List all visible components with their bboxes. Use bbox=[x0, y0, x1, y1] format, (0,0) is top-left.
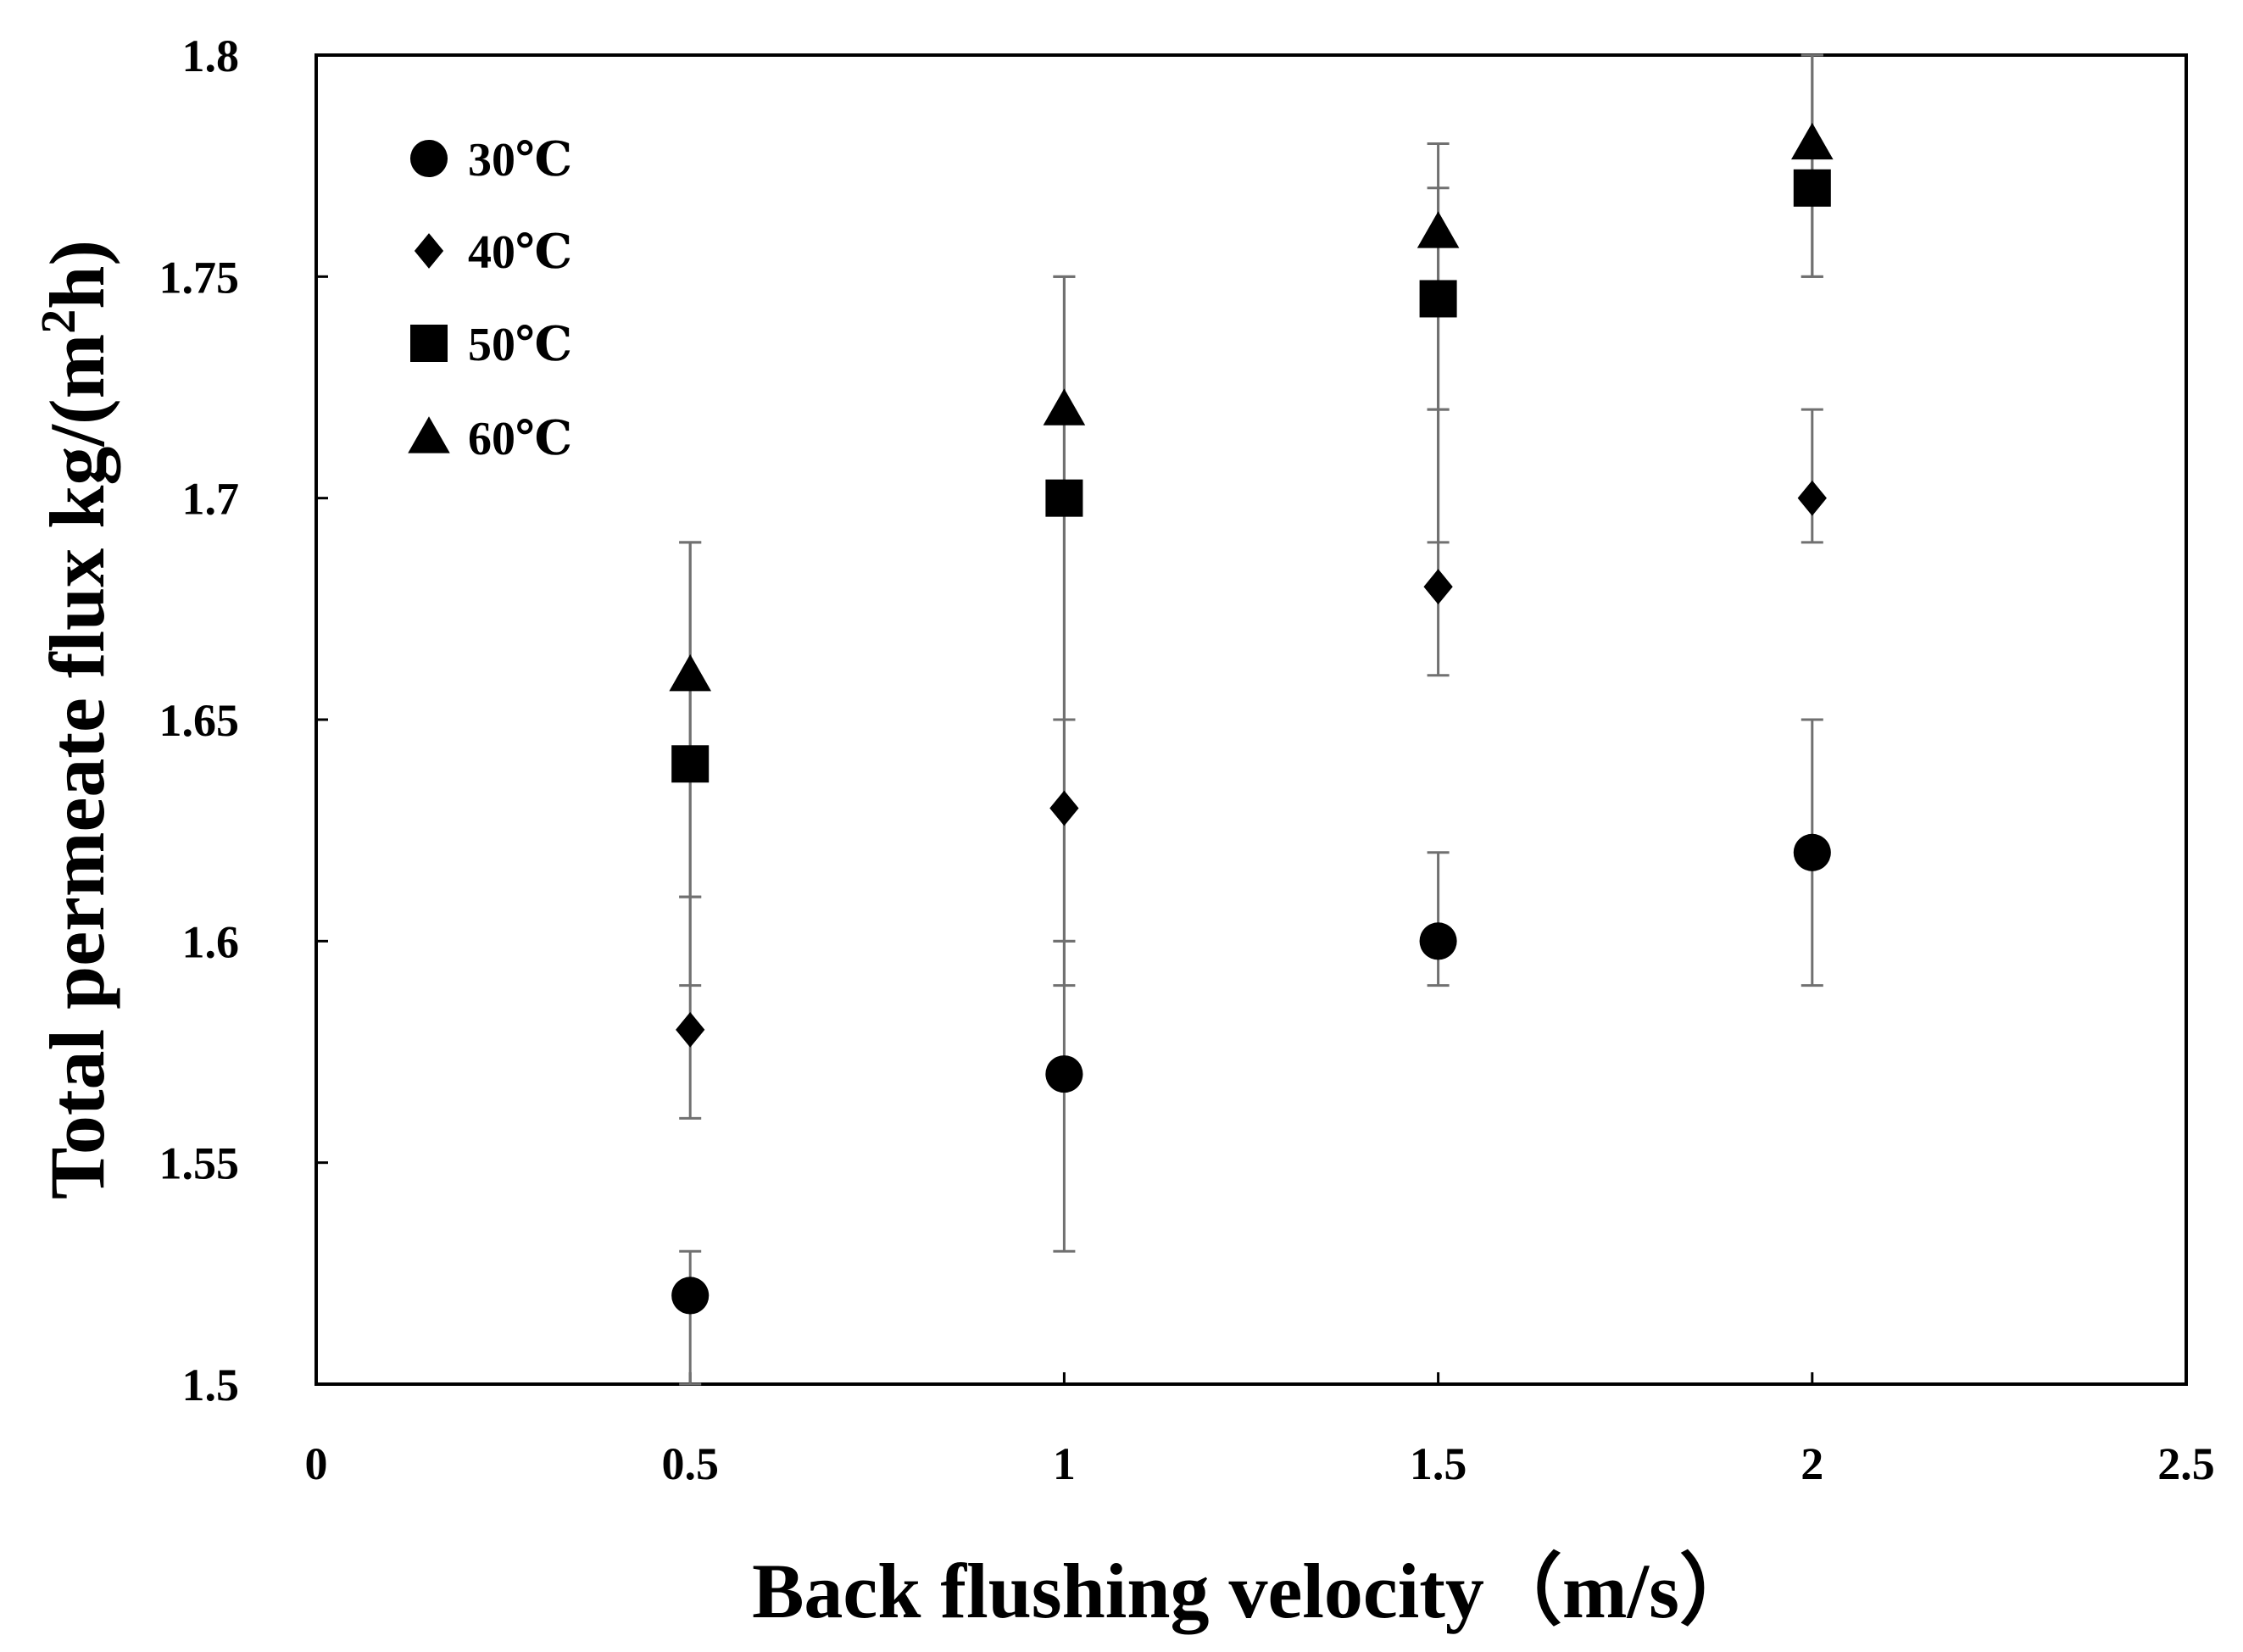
data-point bbox=[1797, 480, 1827, 516]
x-axis: 0 0.5 1 1.5 2 2.5 bbox=[305, 1372, 2215, 1489]
y-tick-label: 1.8 bbox=[182, 31, 240, 81]
plot-area bbox=[314, 53, 2188, 1386]
y-tick-label: 1.55 bbox=[159, 1138, 240, 1189]
x-tick-label: 1.5 bbox=[1410, 1438, 1467, 1489]
data-point bbox=[1423, 569, 1453, 605]
x-axis-title: Back flushing velocity（m/s） bbox=[752, 1548, 1757, 1634]
y-tick-label: 1.5 bbox=[182, 1360, 240, 1410]
data-point bbox=[1045, 479, 1083, 517]
legend-marker bbox=[410, 325, 448, 362]
x-tick-label: 0.5 bbox=[661, 1438, 719, 1489]
y-tick-label: 1.6 bbox=[182, 916, 240, 967]
legend-marker bbox=[409, 139, 448, 178]
data-point bbox=[1793, 169, 1831, 207]
legend-label: 40℃ bbox=[468, 226, 572, 279]
legend-marker bbox=[408, 416, 450, 453]
data-point bbox=[676, 1011, 705, 1048]
y-axis-title-superscript: 2 bbox=[31, 309, 86, 334]
data-point bbox=[1416, 211, 1460, 248]
x-tick-label: 1 bbox=[1053, 1438, 1076, 1489]
data-point bbox=[1419, 922, 1457, 960]
data-point bbox=[1793, 833, 1831, 871]
y-tick-label: 1.75 bbox=[159, 252, 240, 303]
y-tick-label: 1.65 bbox=[159, 695, 240, 746]
data-point bbox=[1045, 1055, 1083, 1093]
legend-label: 50℃ bbox=[468, 319, 572, 371]
x-tick-label: 0 bbox=[305, 1438, 328, 1489]
data-point bbox=[669, 654, 711, 692]
data-point bbox=[1791, 122, 1834, 160]
data-point bbox=[671, 745, 710, 783]
x-tick-label: 2.5 bbox=[2157, 1438, 2215, 1489]
legend: 30℃ 40℃ 50℃ 60℃ bbox=[408, 134, 572, 465]
data-point bbox=[1043, 388, 1086, 426]
y-axis-title-tail: h) bbox=[34, 240, 120, 309]
legend-label: 60℃ bbox=[468, 413, 572, 465]
y-tick-label: 1.7 bbox=[182, 474, 240, 525]
data-markers bbox=[669, 122, 1834, 1315]
x-tick-label: 2 bbox=[1801, 1438, 1823, 1489]
data-point bbox=[671, 1277, 710, 1315]
y-axis: 1.5 1.55 1.6 1.65 1.7 1.75 1.8 bbox=[159, 31, 328, 1410]
data-point bbox=[1419, 280, 1457, 318]
y-axis-title: Total permeate flux kg/(m2h) bbox=[31, 240, 120, 1199]
y-axis-title-main: Total permeate flux kg/(m bbox=[34, 334, 120, 1199]
legend-marker bbox=[414, 233, 444, 269]
data-point bbox=[1049, 790, 1079, 826]
legend-label: 30℃ bbox=[468, 134, 572, 186]
